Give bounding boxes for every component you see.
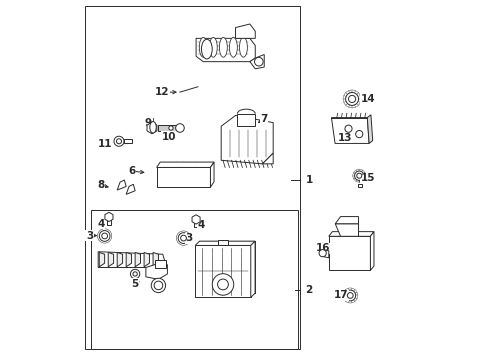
Text: 3: 3 (86, 231, 93, 240)
Circle shape (344, 290, 355, 301)
Ellipse shape (209, 37, 217, 57)
Ellipse shape (149, 122, 156, 133)
Polygon shape (328, 231, 373, 236)
Polygon shape (320, 251, 328, 258)
Circle shape (254, 57, 263, 66)
Text: 3: 3 (185, 233, 192, 243)
Text: 2: 2 (305, 285, 312, 296)
Polygon shape (196, 39, 255, 62)
Bar (217, 240, 228, 246)
Circle shape (178, 233, 188, 243)
Ellipse shape (219, 37, 227, 57)
Polygon shape (117, 252, 122, 267)
Bar (195, 246, 250, 297)
Bar (124, 139, 132, 143)
Bar (107, 217, 110, 225)
Text: 14: 14 (360, 94, 375, 104)
Text: 9: 9 (144, 118, 151, 128)
Circle shape (116, 139, 121, 144)
Circle shape (154, 281, 163, 290)
Polygon shape (147, 122, 157, 134)
Text: 12: 12 (155, 87, 169, 97)
Polygon shape (369, 231, 373, 270)
Polygon shape (331, 118, 368, 143)
Polygon shape (262, 153, 273, 164)
Polygon shape (335, 217, 358, 224)
Text: 8: 8 (97, 180, 104, 190)
Circle shape (151, 278, 165, 293)
Circle shape (346, 293, 352, 298)
Circle shape (319, 249, 325, 257)
Polygon shape (221, 116, 273, 164)
Bar (328, 236, 369, 270)
Text: 17: 17 (333, 291, 348, 301)
Text: 11: 11 (97, 139, 112, 149)
Ellipse shape (229, 37, 237, 57)
Polygon shape (117, 180, 126, 190)
Polygon shape (249, 54, 264, 69)
Polygon shape (237, 114, 255, 126)
Bar (85, 6, 300, 348)
Polygon shape (153, 252, 158, 267)
Circle shape (180, 235, 186, 241)
Circle shape (355, 131, 362, 138)
Bar (155, 260, 165, 267)
Polygon shape (135, 252, 140, 267)
Polygon shape (366, 115, 372, 143)
Text: 16: 16 (316, 243, 330, 253)
Circle shape (130, 269, 140, 279)
Ellipse shape (239, 37, 247, 57)
Circle shape (356, 173, 361, 178)
Text: 6: 6 (128, 166, 135, 176)
Circle shape (348, 95, 355, 103)
Circle shape (99, 230, 110, 241)
Polygon shape (99, 252, 104, 267)
Polygon shape (105, 212, 113, 222)
Ellipse shape (201, 39, 212, 59)
Circle shape (217, 279, 228, 290)
Circle shape (345, 93, 358, 105)
Polygon shape (210, 162, 214, 187)
Bar (194, 220, 198, 227)
Polygon shape (126, 252, 131, 267)
Text: 4: 4 (197, 220, 205, 230)
Polygon shape (156, 162, 214, 167)
Ellipse shape (199, 37, 207, 57)
Circle shape (102, 233, 107, 239)
Polygon shape (145, 261, 167, 279)
Circle shape (175, 124, 184, 132)
Text: 7: 7 (260, 114, 267, 124)
Text: 1: 1 (305, 175, 312, 185)
Polygon shape (98, 252, 164, 267)
Bar (158, 125, 180, 131)
Bar (91, 211, 297, 348)
Text: 13: 13 (337, 133, 351, 143)
Circle shape (354, 171, 363, 180)
Polygon shape (195, 241, 255, 246)
Text: 5: 5 (131, 279, 139, 289)
Bar (156, 167, 210, 187)
Circle shape (133, 272, 137, 276)
Polygon shape (126, 184, 135, 194)
Polygon shape (192, 215, 200, 224)
Polygon shape (250, 241, 255, 297)
Circle shape (114, 136, 124, 146)
Polygon shape (235, 24, 255, 39)
Text: 10: 10 (162, 132, 176, 142)
Circle shape (168, 126, 173, 130)
Bar (357, 184, 361, 187)
Polygon shape (108, 252, 113, 267)
Polygon shape (144, 252, 149, 267)
Circle shape (212, 274, 233, 295)
Polygon shape (335, 224, 358, 236)
Text: 4: 4 (97, 219, 104, 229)
Text: 15: 15 (360, 173, 375, 183)
Circle shape (344, 125, 351, 132)
